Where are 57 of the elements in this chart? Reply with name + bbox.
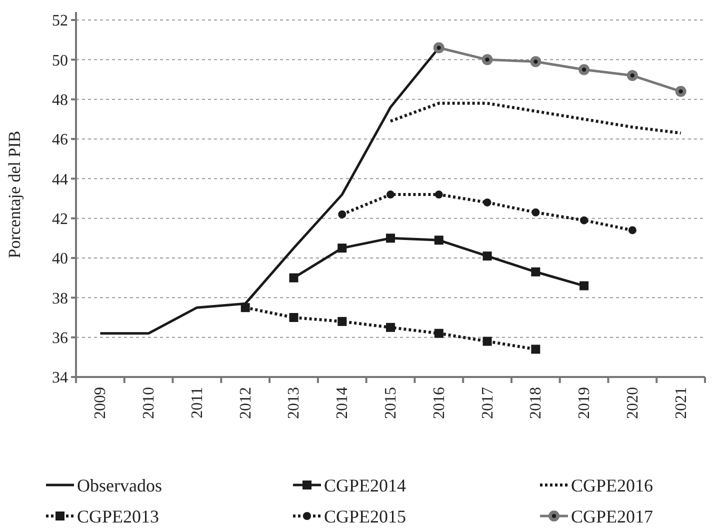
point bbox=[483, 198, 492, 206]
x-tick-label: 2014 bbox=[334, 387, 352, 419]
x-tick-label: 2018 bbox=[528, 387, 545, 419]
point bbox=[434, 236, 444, 245]
y-tick-label: 50 bbox=[52, 52, 68, 70]
legend-label: CGPE2016 bbox=[571, 475, 654, 496]
y-tick-label: 42 bbox=[52, 210, 68, 228]
point bbox=[386, 190, 394, 199]
x-tick-label: 2011 bbox=[188, 387, 206, 418]
y-tick-label: 48 bbox=[52, 92, 68, 109]
point bbox=[386, 234, 395, 243]
legend-label: CGPE2014 bbox=[324, 475, 406, 496]
point bbox=[675, 86, 686, 97]
point bbox=[530, 56, 542, 68]
y-tick-label: 36 bbox=[52, 330, 68, 347]
point bbox=[580, 216, 588, 224]
y-tick-label: 44 bbox=[52, 171, 68, 188]
point bbox=[532, 208, 540, 216]
x-tick-label: 2009 bbox=[92, 387, 110, 419]
point bbox=[386, 322, 395, 332]
point bbox=[338, 316, 347, 326]
x-tick-label: 2019 bbox=[576, 387, 594, 419]
y-tick-label: 52 bbox=[52, 12, 68, 30]
point bbox=[338, 244, 347, 253]
x-tick-label: 2015 bbox=[382, 387, 400, 419]
y-tick-label: 40 bbox=[52, 250, 68, 268]
point bbox=[626, 70, 638, 82]
x-tick-label: 2017 bbox=[479, 387, 496, 419]
point bbox=[482, 252, 492, 261]
y-tick-label: 34 bbox=[52, 370, 68, 387]
legend-label: CGPE2017 bbox=[571, 506, 654, 526]
point bbox=[580, 281, 589, 290]
x-tick-label: 2012 bbox=[237, 387, 254, 419]
point bbox=[338, 210, 346, 218]
point bbox=[289, 313, 298, 322]
point bbox=[482, 336, 492, 346]
y-axis-title: Porcentaje del PIB bbox=[5, 130, 24, 258]
point bbox=[628, 226, 636, 234]
x-tick-label: 2020 bbox=[624, 387, 642, 419]
y-tick-label: 38 bbox=[52, 290, 68, 308]
point bbox=[434, 190, 443, 199]
x-tick-label: 2021 bbox=[672, 387, 690, 419]
point bbox=[434, 328, 444, 338]
legend-label: CGPE2015 bbox=[324, 506, 406, 526]
legend-label: Observados bbox=[77, 475, 162, 496]
x-tick-label: 2010 bbox=[140, 387, 158, 419]
point bbox=[240, 303, 250, 312]
point bbox=[578, 64, 590, 76]
x-tick-label: 2016 bbox=[430, 387, 448, 419]
point bbox=[531, 344, 540, 354]
point bbox=[531, 267, 540, 276]
y-tick-label: 46 bbox=[52, 132, 68, 149]
point bbox=[482, 54, 493, 66]
x-tick-label: 2013 bbox=[286, 387, 303, 419]
line-series bbox=[389, 102, 682, 135]
legend-label: CGPE2013 bbox=[77, 506, 160, 526]
point bbox=[289, 273, 298, 282]
